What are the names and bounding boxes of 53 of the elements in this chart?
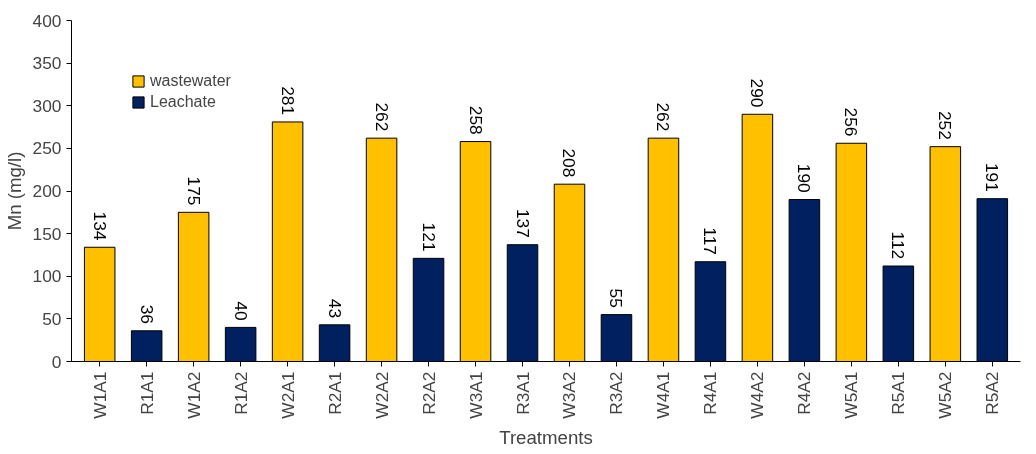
data-label: 281	[277, 86, 298, 116]
x-tick-label: W5A1	[841, 371, 862, 419]
y-tick-label: 250	[32, 138, 62, 159]
data-label: 43	[324, 298, 345, 319]
y-axis-title: Mn (mg/l)	[3, 151, 25, 231]
x-tick-label: R5A2	[982, 371, 1003, 415]
data-label: 190	[794, 163, 815, 193]
x-tick-label: R4A1	[700, 371, 721, 415]
data-label: 258	[465, 105, 486, 135]
x-tick-label: W1A2	[183, 371, 204, 419]
data-label: 137	[512, 208, 533, 238]
legend-label: Leachate	[150, 93, 216, 111]
x-tick-label: R3A1	[512, 371, 533, 415]
x-tick-label: W4A1	[653, 371, 674, 419]
x-tick-label: W3A2	[559, 371, 580, 419]
x-tick-label: W1A1	[89, 371, 110, 419]
x-axis-title: Treatments	[499, 426, 593, 448]
x-tick-label: R5A1	[888, 371, 909, 415]
data-label: 191	[982, 162, 1003, 192]
data-label: 134	[89, 211, 110, 241]
y-tick-label: 0	[51, 351, 62, 372]
y-tick-label: 50	[42, 308, 62, 329]
x-tick-label: W3A1	[465, 371, 486, 419]
data-label: 55	[606, 288, 627, 308]
y-tick-label: 350	[32, 53, 62, 74]
x-tick-label: R2A2	[418, 371, 439, 415]
data-label: 208	[559, 148, 580, 178]
x-tick-label: R1A2	[230, 371, 251, 415]
data-label: 262	[371, 102, 392, 132]
x-tick-label: W5A2	[935, 371, 956, 419]
x-tick-label: R2A1	[324, 371, 345, 415]
x-tick-label: W2A1	[277, 371, 298, 419]
y-tick-label: 200	[32, 181, 62, 201]
data-label: 256	[841, 107, 862, 137]
data-label: 252	[935, 110, 956, 140]
legend-label: wastewater	[150, 72, 231, 90]
x-tick-label: R1A1	[136, 371, 157, 415]
x-tick-label: R4A2	[794, 371, 815, 415]
y-tick-label: 300	[32, 95, 62, 116]
x-tick-label: W2A2	[371, 371, 392, 419]
data-label: 36	[136, 304, 157, 324]
data-label: 290	[747, 78, 768, 108]
y-tick-label: 100	[32, 266, 62, 287]
data-label: 40	[230, 301, 251, 321]
data-label: 121	[418, 222, 439, 252]
x-tick-label: W4A2	[747, 371, 768, 419]
y-tick-label: 150	[32, 223, 62, 244]
data-label: 262	[653, 102, 674, 132]
data-label: 117	[700, 227, 721, 255]
y-tick-label: 400	[32, 10, 62, 31]
data-label: 112	[888, 231, 909, 260]
x-tick-label: R3A2	[606, 371, 627, 415]
data-label: 175	[183, 176, 204, 206]
